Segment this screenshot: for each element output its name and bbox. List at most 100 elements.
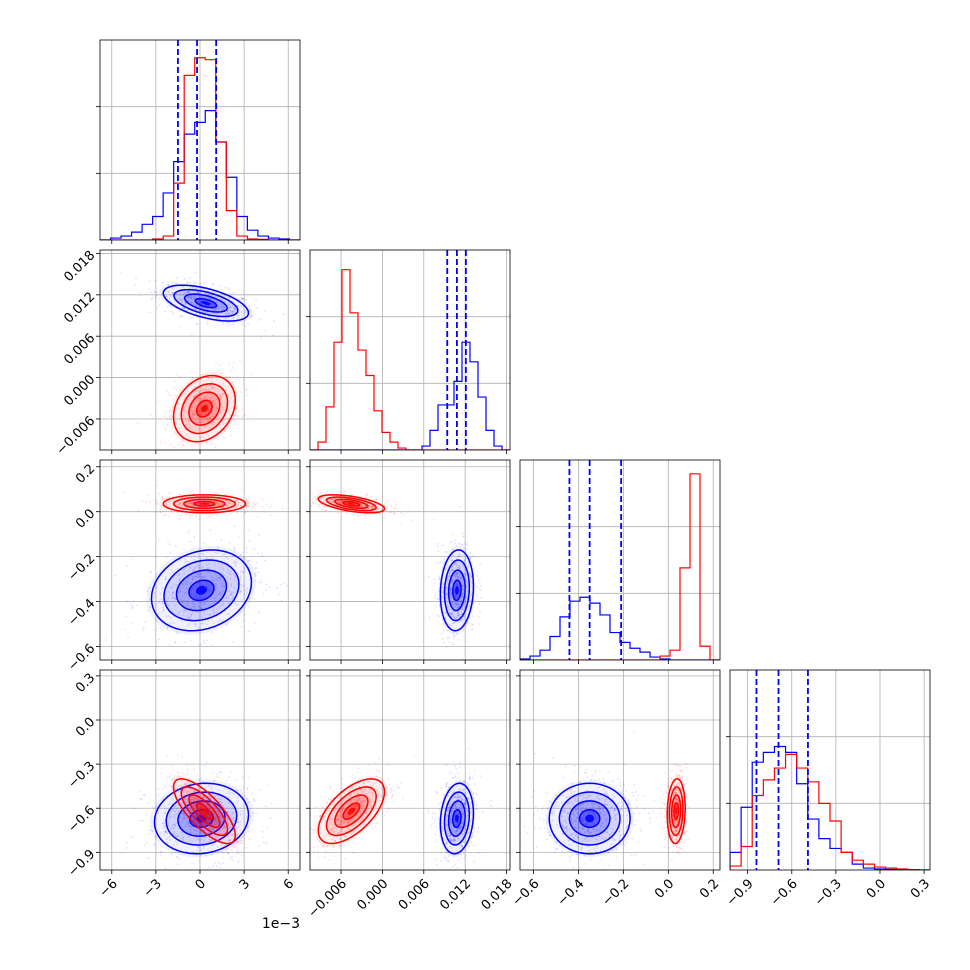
sample-point [453, 762, 456, 764]
sample-point [460, 845, 463, 847]
sample-point [214, 307, 217, 310]
sample-point [164, 513, 167, 516]
sample-point [220, 839, 223, 842]
sample-point [368, 504, 370, 507]
sample-point [447, 787, 450, 790]
sample-point [189, 501, 191, 503]
sample-point [225, 792, 228, 795]
sample-point [233, 510, 236, 513]
sample-point [177, 297, 180, 300]
sample-point [208, 613, 211, 616]
sample-point [462, 564, 464, 567]
sample-point [182, 499, 184, 502]
sample-point [211, 387, 214, 390]
sample-point [150, 298, 153, 300]
sample-point [434, 833, 437, 836]
sample-point [249, 499, 251, 502]
sample-point [246, 825, 249, 828]
sample-point [201, 801, 204, 803]
sample-point [169, 551, 172, 554]
sample-point [240, 854, 243, 857]
sample-point [470, 841, 473, 844]
sample-point [181, 496, 183, 499]
sample-point [239, 504, 242, 507]
sample-point [226, 377, 228, 379]
sample-point [187, 821, 189, 824]
sample-point [207, 387, 210, 390]
sample-point [193, 768, 196, 770]
sample-point [458, 567, 461, 569]
sample-point [158, 297, 161, 300]
sample-point [228, 826, 231, 829]
sample-point [475, 804, 478, 806]
sample-point [224, 376, 227, 378]
sample-point [234, 817, 237, 819]
sample-point [172, 827, 175, 830]
sample-point [451, 642, 453, 645]
sample-point [142, 628, 145, 631]
sample-point [190, 317, 192, 319]
sample-point [456, 796, 459, 799]
sample-point [457, 605, 460, 608]
sample-point [213, 299, 215, 302]
sample-point [178, 578, 181, 581]
sample-point [221, 827, 224, 830]
sample-point [467, 783, 470, 785]
sample-point [202, 296, 204, 299]
sample-point [190, 333, 193, 336]
sample-point [456, 612, 459, 615]
sample-point [164, 808, 167, 810]
sample-point [164, 578, 167, 580]
sample-point [134, 283, 136, 286]
sample-point [177, 407, 180, 409]
sample-point [208, 827, 210, 830]
sample-point [455, 617, 457, 620]
sample-point [220, 372, 223, 375]
sample-point [185, 513, 188, 516]
sample-point [226, 576, 229, 579]
sample-point [231, 833, 234, 836]
sample-point [232, 843, 235, 845]
sample-point [250, 815, 252, 817]
sample-point [168, 291, 171, 294]
sample-point [154, 592, 156, 594]
sample-point [231, 310, 234, 313]
sample-point [194, 796, 197, 799]
sample-point [441, 828, 444, 830]
sample-point [179, 375, 181, 378]
series_b-contour [195, 399, 213, 418]
sample-point [234, 308, 237, 311]
sample-point [164, 578, 167, 580]
sample-point [220, 816, 223, 819]
sample-point [223, 430, 226, 433]
sample-point [455, 829, 458, 832]
sample-point [459, 615, 461, 618]
sample-point [223, 408, 225, 411]
sample-point [248, 800, 251, 803]
sample-point [482, 810, 484, 813]
sample-point [213, 413, 216, 415]
sample-point [226, 569, 229, 571]
sample-point [166, 600, 169, 603]
sample-point [201, 436, 204, 438]
sample-point [237, 811, 240, 814]
sample-point [224, 826, 227, 829]
sample-point [464, 573, 467, 576]
sample-point [454, 595, 457, 597]
sample-point [193, 386, 196, 389]
sample-point [201, 584, 204, 586]
sample-point [441, 813, 444, 815]
sample-point [333, 498, 335, 500]
sample-point [255, 298, 257, 301]
sample-point [210, 398, 212, 401]
sample-point [176, 835, 178, 838]
sample-point [166, 627, 169, 630]
sample-point [368, 514, 371, 516]
sample-point [464, 601, 466, 604]
sample-point [193, 797, 196, 800]
sample-point [201, 601, 204, 603]
sample-point [166, 795, 169, 797]
sample-point [182, 293, 185, 296]
sample-point [233, 316, 235, 319]
sample-point [148, 587, 151, 590]
